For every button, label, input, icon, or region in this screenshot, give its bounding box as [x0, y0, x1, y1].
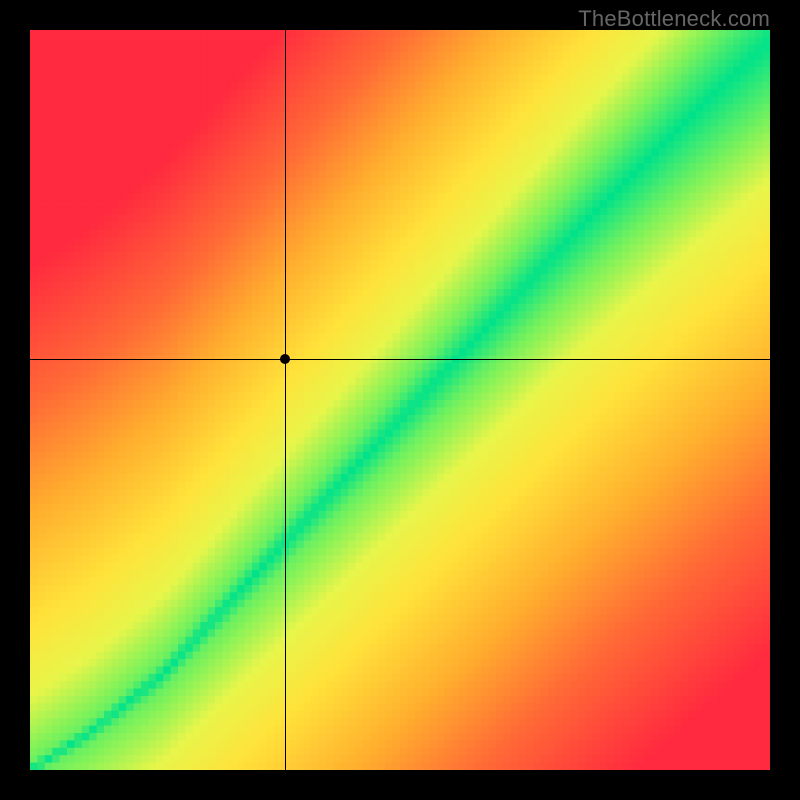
crosshair-vertical — [285, 30, 286, 770]
heatmap-canvas — [30, 30, 770, 770]
watermark-text: TheBottleneck.com — [578, 6, 770, 32]
crosshair-marker — [280, 354, 290, 364]
bottleneck-heatmap — [30, 30, 770, 770]
crosshair-horizontal — [30, 359, 770, 360]
